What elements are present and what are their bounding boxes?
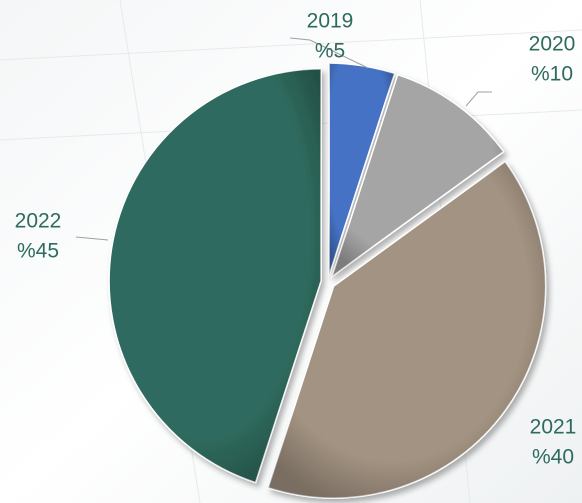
slice-value-label: %10 [531,63,573,86]
slice-value-label: %45 [17,240,59,263]
slice-value-label: %40 [532,446,574,469]
slice-label: 2020 [529,33,576,56]
slice-label: 2022 [15,210,62,233]
leader-line [465,91,492,107]
slice-label: 2021 [530,416,577,439]
slice-label: 2019 [307,10,354,33]
leader-line [289,37,369,69]
slice-value-label: %5 [315,40,345,63]
leader-line [75,236,109,241]
